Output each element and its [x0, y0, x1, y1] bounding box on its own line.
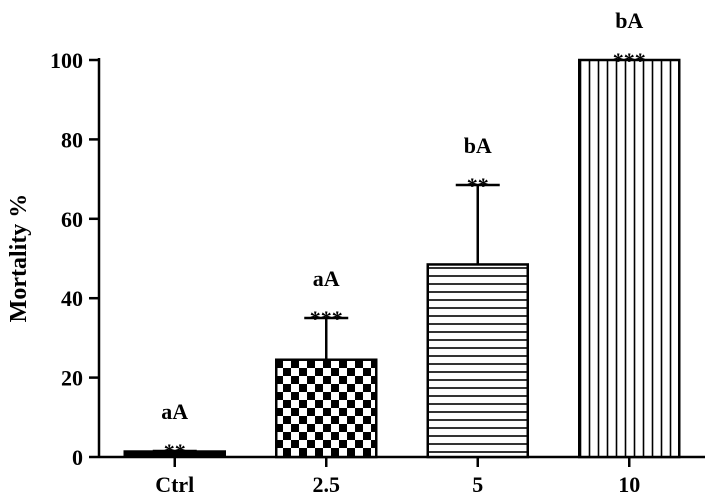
significance-label: **	[467, 173, 489, 198]
x-axis: Ctrl 2.5 5 10	[99, 455, 705, 497]
group-label: aA	[161, 399, 188, 424]
group-label: bA	[615, 8, 643, 33]
x-tick-label: 10	[618, 472, 640, 497]
group-label: bA	[464, 133, 492, 158]
significance-label: ***	[310, 306, 343, 331]
bar-annotations: ** aA *** aA ** bA *** bA	[161, 8, 645, 464]
y-tick-label: 20	[61, 366, 83, 391]
bar-2	[275, 358, 378, 459]
x-tick-label: 5	[472, 472, 483, 497]
y-tick-label: 60	[61, 207, 83, 232]
group-label: aA	[313, 266, 340, 291]
y-tick-label: 100	[50, 48, 83, 73]
bar-4	[578, 58, 681, 459]
y-axis: 0 20 40 60 80 100	[50, 48, 101, 470]
y-axis-title: Mortality %	[6, 194, 32, 323]
x-tick-label: Ctrl	[155, 472, 194, 497]
x-tick-label: 2.5	[313, 472, 341, 497]
bars	[123, 58, 681, 459]
significance-label: **	[164, 439, 186, 464]
significance-label: ***	[613, 48, 646, 73]
y-tick-label: 0	[72, 445, 83, 470]
y-tick-label: 40	[61, 286, 83, 311]
y-tick-label: 80	[61, 127, 83, 152]
bar-3	[426, 263, 529, 459]
